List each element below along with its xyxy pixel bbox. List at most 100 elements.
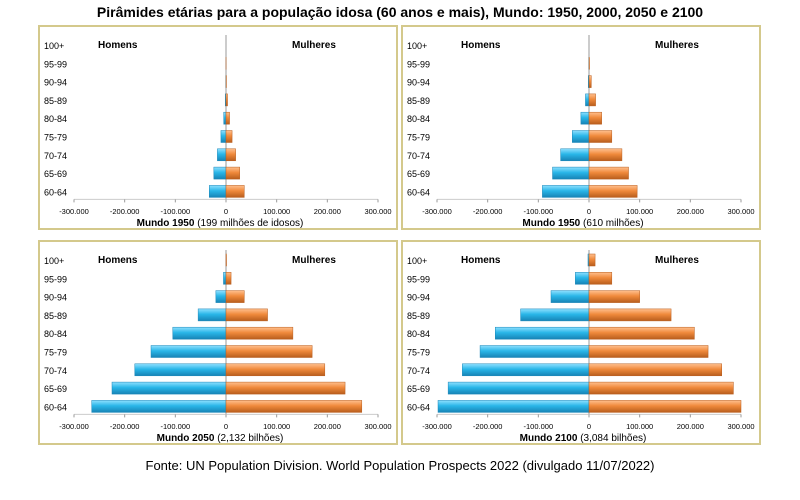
bar-mulheres bbox=[588, 290, 640, 303]
x-tick-label: -300.000 bbox=[59, 422, 89, 431]
x-tick-label: 200.000 bbox=[314, 207, 341, 216]
legend-mulheres: Mulheres bbox=[655, 255, 699, 266]
bar-mulheres bbox=[225, 166, 240, 180]
bar-mulheres bbox=[225, 148, 236, 162]
age-group-label: 90-94 bbox=[407, 293, 430, 303]
age-group-label: 95-99 bbox=[407, 59, 430, 69]
age-group-label: 85-89 bbox=[407, 96, 430, 106]
x-tick-label: 0 bbox=[587, 422, 591, 431]
pyramid-panel-2050: 100+ 95-99 90-94 85-89 80-84 75-79 70-74 65-69 6… bbox=[38, 240, 398, 445]
age-group-label: 100+ bbox=[407, 256, 427, 266]
x-tick-label: -300.000 bbox=[59, 207, 89, 216]
bar-homens bbox=[111, 381, 227, 395]
x-tick-label: 300.000 bbox=[727, 207, 754, 216]
bar-homens bbox=[495, 326, 590, 340]
pyramid-svg: 100+ 95-99 90-94 85-89 80-84 75-79 70-74 65-69 6… bbox=[407, 35, 755, 229]
x-tick-label: 200.000 bbox=[314, 422, 341, 431]
pyramid-svg: 100+ 95-99 90-94 85-89 80-84 75-79 70-74 65-69 6… bbox=[407, 250, 755, 444]
x-tick-label: -200.000 bbox=[473, 422, 503, 431]
bar-homens bbox=[172, 326, 227, 340]
age-group-label: 95-99 bbox=[407, 274, 430, 284]
x-tick-label: -300.000 bbox=[422, 422, 452, 431]
x-tick-label: 200.000 bbox=[677, 422, 704, 431]
age-group-label: 85-89 bbox=[407, 311, 430, 321]
bar-mulheres bbox=[225, 326, 294, 340]
pyramid-svg: 100+ 95-99 90-94 85-89 80-84 75-79 70-74 65-69 6… bbox=[44, 35, 392, 229]
legend-homens: Homens bbox=[98, 40, 138, 51]
age-group-label: 90-94 bbox=[44, 293, 67, 303]
age-group-label: 65-69 bbox=[407, 384, 430, 394]
bar-mulheres bbox=[588, 381, 734, 395]
age-group-label: 100+ bbox=[407, 41, 427, 51]
panel-caption-bold: Mundo 2100 bbox=[520, 433, 578, 444]
legend-homens: Homens bbox=[98, 255, 138, 266]
bar-homens bbox=[223, 272, 227, 285]
bar-homens bbox=[585, 93, 590, 107]
panel-caption: Mundo 2100 (3,084 bilhões) bbox=[520, 433, 647, 444]
age-group-label: 95-99 bbox=[44, 59, 67, 69]
x-tick-label: -300.000 bbox=[422, 207, 452, 216]
age-group-label: 60-64 bbox=[44, 402, 67, 412]
x-tick-label: 100.000 bbox=[626, 207, 653, 216]
panel-caption: Mundo 1950 (199 milhões de idosos) bbox=[137, 218, 304, 229]
x-tick-label: -100.000 bbox=[161, 422, 191, 431]
x-tick-label: 200.000 bbox=[677, 207, 704, 216]
age-group-label: 75-79 bbox=[407, 348, 430, 358]
bar-mulheres bbox=[588, 326, 695, 340]
legend-mulheres: Mulheres bbox=[655, 40, 699, 51]
panel-caption-rest: (610 milhões) bbox=[580, 218, 643, 229]
panel-caption-rest: (199 milhões de idosos) bbox=[194, 218, 303, 229]
age-group-label: 80-84 bbox=[407, 329, 430, 339]
x-tick-label: 100.000 bbox=[626, 422, 653, 431]
x-tick-label: -100.000 bbox=[161, 207, 191, 216]
age-group-label: 65-69 bbox=[407, 169, 430, 179]
legend-mulheres: Mulheres bbox=[292, 40, 336, 51]
age-group-label: 90-94 bbox=[44, 78, 67, 88]
bar-homens bbox=[215, 290, 227, 303]
bar-homens bbox=[580, 111, 590, 125]
bar-homens bbox=[134, 363, 227, 377]
age-group-label: 100+ bbox=[44, 41, 64, 51]
bar-homens bbox=[209, 185, 227, 198]
x-tick-label: 300.000 bbox=[364, 207, 391, 216]
age-group-label: 60-64 bbox=[44, 187, 67, 197]
bar-mulheres bbox=[225, 363, 326, 377]
panel-caption-rest: (2,132 bilhões) bbox=[214, 433, 283, 444]
bar-mulheres bbox=[588, 272, 613, 285]
panel-caption: Mundo 1950 (610 milhões) bbox=[522, 218, 643, 229]
age-group-label: 65-69 bbox=[44, 169, 67, 179]
bar-homens bbox=[213, 166, 227, 180]
age-group-label: 70-74 bbox=[44, 151, 67, 161]
x-tick-label: 100.000 bbox=[263, 422, 290, 431]
bar-homens bbox=[572, 130, 590, 143]
chart-title: Pirâmides etárias para a população idosa… bbox=[96, 4, 704, 20]
bar-homens bbox=[552, 166, 590, 180]
age-group-label: 75-79 bbox=[44, 348, 67, 358]
age-group-label: 75-79 bbox=[44, 133, 67, 143]
bar-mulheres bbox=[588, 345, 709, 358]
bar-mulheres bbox=[588, 93, 596, 107]
bar-mulheres bbox=[225, 290, 245, 303]
bar-mulheres bbox=[588, 130, 613, 143]
pyramid-panel-2000: 100+ 95-99 90-94 85-89 80-84 75-79 70-74 65-69 6… bbox=[401, 25, 761, 230]
age-group-label: 60-64 bbox=[407, 187, 430, 197]
bar-homens bbox=[197, 308, 227, 322]
x-tick-label: 0 bbox=[224, 207, 228, 216]
bar-homens bbox=[220, 130, 227, 143]
bar-mulheres bbox=[225, 400, 363, 413]
bar-homens bbox=[223, 111, 227, 125]
x-tick-label: -100.000 bbox=[524, 207, 554, 216]
age-group-label: 70-74 bbox=[407, 366, 430, 376]
bar-mulheres bbox=[588, 185, 638, 198]
age-group-label: 60-64 bbox=[407, 402, 430, 412]
bar-mulheres bbox=[225, 381, 346, 395]
age-group-label: 100+ bbox=[44, 256, 64, 266]
pyramid-svg: 100+ 95-99 90-94 85-89 80-84 75-79 70-74 65-69 6… bbox=[44, 250, 392, 444]
bar-homens bbox=[91, 400, 227, 413]
age-group-label: 70-74 bbox=[407, 151, 430, 161]
bar-homens bbox=[479, 345, 590, 358]
bar-mulheres bbox=[225, 345, 313, 358]
bar-mulheres bbox=[225, 130, 233, 143]
age-group-label: 85-89 bbox=[44, 96, 67, 106]
bar-mulheres bbox=[588, 400, 742, 413]
